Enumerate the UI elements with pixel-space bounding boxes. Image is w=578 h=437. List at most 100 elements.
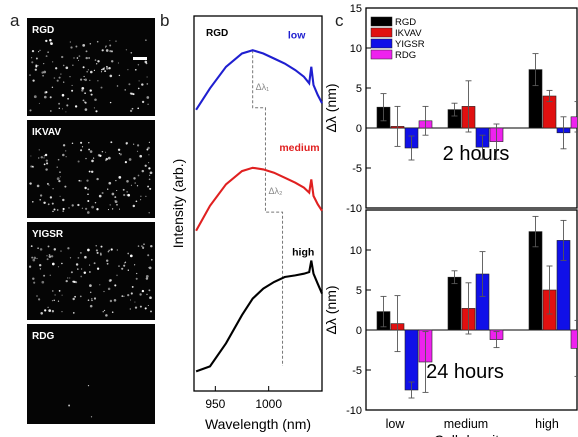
cell-dot: [44, 309, 47, 312]
panel-letter-c: c: [335, 11, 344, 30]
cell-dot: [130, 92, 134, 95]
cell-dot: [107, 287, 111, 291]
cell-dot: [111, 50, 113, 53]
cell-dot: [77, 160, 80, 163]
cell-dot: [90, 416, 93, 418]
cell-dot: [118, 265, 120, 267]
cell-dot: [65, 66, 69, 70]
cell-dot: [61, 55, 64, 59]
cell-dot: [65, 279, 68, 283]
cell-dot: [84, 78, 88, 82]
cell-dot: [59, 171, 61, 173]
cell-dot: [149, 296, 152, 300]
cell-dot: [67, 97, 70, 100]
cell-dot: [38, 298, 41, 301]
cell-dot: [87, 248, 90, 252]
cell-dot: [105, 157, 109, 161]
cell-dot: [78, 55, 81, 57]
delta-lambda-1-label: Δλ₁: [256, 82, 270, 92]
cell-dot: [35, 57, 38, 60]
cell-dot: [64, 185, 67, 188]
cell-dot: [69, 257, 72, 259]
cell-dot: [123, 264, 126, 267]
cell-dot: [84, 108, 88, 111]
cell-dot: [118, 74, 121, 77]
cell-dot: [75, 263, 79, 266]
cell-dot: [123, 193, 126, 197]
cell-dot: [81, 86, 85, 90]
cell-dot: [61, 294, 63, 296]
cell-dot: [43, 201, 46, 205]
cell-dot: [45, 91, 48, 94]
cell-dot: [63, 81, 65, 83]
cell-dot: [105, 314, 108, 317]
cell-dot: [73, 280, 76, 284]
y-tick-label: 10: [350, 43, 362, 55]
cell-dot: [89, 79, 91, 81]
cell-dot: [68, 207, 70, 209]
cell-dot: [61, 310, 63, 313]
cell-dot: [147, 103, 149, 106]
cell-dot: [58, 107, 61, 110]
cell-dot: [141, 289, 145, 293]
cell-dot: [136, 150, 139, 152]
y-axis-title: Intensity (arb.): [170, 159, 186, 248]
cell-dot: [51, 86, 54, 89]
cell-dot: [150, 310, 152, 313]
bar-yigsr-low: [404, 329, 419, 391]
cell-dot: [58, 76, 61, 79]
cell-dot: [77, 268, 79, 270]
cell-dot: [98, 194, 102, 198]
cell-dot: [89, 304, 93, 308]
cell-dot: [84, 92, 86, 94]
cell-dot: [91, 298, 93, 300]
cell-dot: [109, 299, 113, 303]
cell-dot: [101, 150, 104, 153]
cell-dot: [62, 207, 65, 211]
cell-dot: [93, 157, 95, 159]
cell-dot: [37, 247, 39, 250]
cell-dot: [62, 153, 65, 157]
cell-dot: [140, 195, 142, 197]
cell-dot: [142, 246, 145, 249]
cell-dot: [114, 196, 117, 199]
cell-dot: [77, 203, 80, 207]
cell-dot: [94, 201, 97, 204]
cell-dot: [43, 274, 46, 277]
cell-dot: [137, 174, 140, 177]
cell-dot: [103, 309, 106, 312]
cell-dot: [83, 75, 85, 78]
cell-dot: [49, 110, 52, 112]
micrograph-ikvav: [27, 120, 155, 218]
cell-dot: [109, 101, 112, 104]
cell-dot: [135, 200, 138, 203]
cell-dot: [53, 77, 56, 79]
cell-dot: [111, 311, 114, 313]
spectra-plot-frame: [193, 15, 323, 392]
cell-dot: [88, 148, 91, 151]
bar-plot-frame: [365, 209, 578, 411]
panel-a-micrographs: RGD IKVAV YIGSR RDG: [27, 18, 155, 424]
cell-dot: [148, 267, 150, 269]
cell-dot: [32, 79, 35, 82]
cell-dot: [61, 93, 65, 97]
cell-dot: [81, 146, 84, 148]
cell-dot: [129, 109, 133, 113]
cell-dot: [87, 299, 90, 302]
cell-dot: [72, 64, 74, 66]
cell-dot: [57, 158, 60, 161]
cell-dot: [136, 272, 138, 275]
cell-dot: [30, 245, 33, 247]
cell-dot: [96, 177, 99, 181]
y-tick-label: 5: [356, 285, 362, 297]
cell-dot: [97, 80, 99, 82]
cell-dot: [87, 188, 90, 191]
cell-dot: [109, 279, 112, 282]
cell-dot: [52, 210, 54, 213]
cell-dot: [146, 293, 148, 296]
cell-dot: [149, 187, 152, 190]
cell-dot: [67, 247, 70, 250]
cell-dot: [59, 195, 61, 197]
cell-dot: [50, 42, 53, 45]
cell-dot: [91, 299, 93, 302]
